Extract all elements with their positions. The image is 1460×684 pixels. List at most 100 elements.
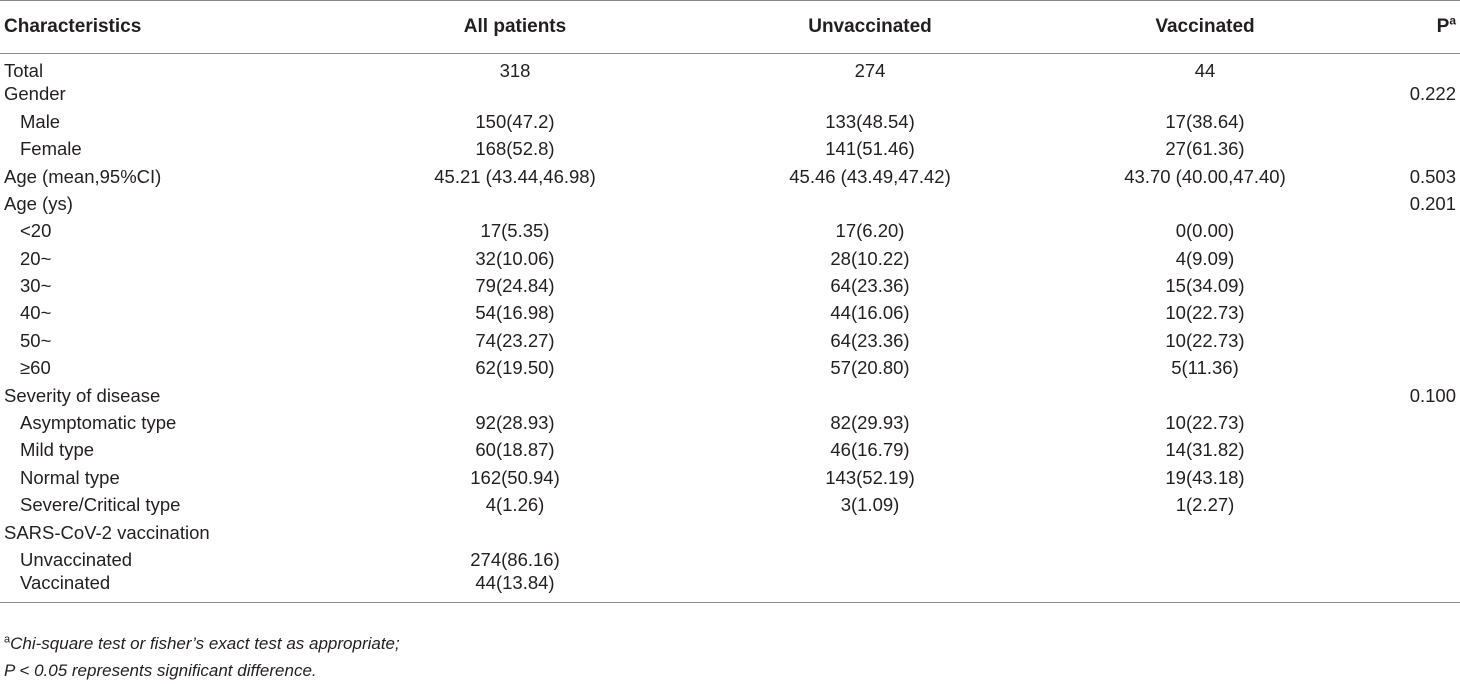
cell-vaccinated bbox=[1040, 519, 1370, 546]
cell-all-patients bbox=[330, 190, 700, 217]
header-p-superscript: a bbox=[1449, 13, 1456, 28]
cell-all-patients: 44(13.84) bbox=[330, 573, 700, 604]
cell-p-value bbox=[1370, 573, 1460, 604]
footnote-a-text: Chi-square test or fisher’s exact test a… bbox=[10, 634, 400, 653]
cell-all-patients: 162(50.94) bbox=[470, 466, 560, 488]
row-label: 20~ bbox=[20, 247, 52, 269]
cell-all-patients: 318 bbox=[499, 59, 531, 81]
cell-p-value bbox=[1370, 273, 1460, 300]
row-label: Unvaccinated bbox=[20, 548, 133, 570]
footnote-b: P < 0.05 represents significant differen… bbox=[4, 661, 317, 680]
row-label: Age (ys) bbox=[4, 192, 73, 214]
row-label: ≥60 bbox=[20, 357, 51, 379]
cell-all-patients bbox=[330, 81, 700, 108]
cell-unvaccinated: 57(20.80) bbox=[830, 357, 910, 379]
row-label: 40~ bbox=[20, 302, 52, 324]
row-label: Gender bbox=[4, 83, 66, 105]
cell-vaccinated: 19(43.18) bbox=[1165, 466, 1245, 488]
cell-unvaccinated: 3(1.09) bbox=[840, 494, 900, 516]
cell-vaccinated bbox=[1040, 190, 1370, 217]
cell-unvaccinated bbox=[700, 81, 1040, 108]
table-row: Female 168(52.8) 141(51.46) 27(61.36) bbox=[0, 136, 1460, 163]
cell-unvaccinated: 274 bbox=[854, 59, 886, 81]
table-footnotes: aChi-square test or fisher’s exact test … bbox=[4, 630, 400, 684]
header-unvaccinated: Unvaccinated bbox=[700, 0, 1040, 54]
cell-all-patients bbox=[330, 519, 700, 546]
cell-unvaccinated: 82(29.93) bbox=[830, 412, 910, 434]
cell-p-value bbox=[1370, 136, 1460, 163]
table-row: Vaccinated 44(13.84) bbox=[0, 573, 1460, 604]
table-row: Unvaccinated 274(86.16) bbox=[0, 547, 1460, 574]
table-header: Characteristics All patients Unvaccinate… bbox=[0, 0, 1460, 54]
cell-all-patients: 45.21 (43.44,46.98) bbox=[434, 165, 596, 187]
footnote-a-marker: a bbox=[4, 633, 11, 646]
cell-unvaccinated bbox=[700, 190, 1040, 217]
cell-unvaccinated: 141(51.46) bbox=[825, 138, 915, 160]
cell-unvaccinated: 28(10.22) bbox=[830, 247, 910, 269]
row-label: Mild type bbox=[20, 439, 95, 461]
table-row: 20~ 32(10.06) 28(10.22) 4(9.09) bbox=[0, 245, 1460, 272]
cell-p-value bbox=[1370, 327, 1460, 354]
cell-vaccinated: 5(11.36) bbox=[1171, 357, 1239, 379]
table-row: Severity of disease 0.100 bbox=[0, 382, 1460, 409]
cell-vaccinated: 1(2.27) bbox=[1175, 494, 1235, 516]
cell-vaccinated: 15(34.09) bbox=[1165, 275, 1245, 297]
cell-all-patients: 60(18.87) bbox=[475, 439, 555, 461]
table-body: Total 318 274 44 Gender 0.222 Male 150(47.2) 133… bbox=[0, 54, 1460, 604]
characteristics-table-container: Characteristics All patients Unvaccinate… bbox=[0, 0, 1460, 604]
table-row: Age (mean,95%CI) 45.21 (43.44,46.98) 45.46… bbox=[0, 163, 1460, 190]
cell-vaccinated: 44 bbox=[1194, 59, 1216, 81]
cell-unvaccinated: 133(48.54) bbox=[825, 110, 915, 132]
row-label: Severity of disease bbox=[4, 384, 161, 406]
cell-unvaccinated: 46(16.79) bbox=[830, 439, 910, 461]
cell-vaccinated: 27(61.36) bbox=[1165, 138, 1245, 160]
table-row: Normal type 162(50.94) 143(52.19) 19(43.18) bbox=[0, 464, 1460, 491]
cell-p-value bbox=[1370, 519, 1460, 546]
cell-all-patients: 17(5.35) bbox=[480, 220, 550, 242]
cell-all-patients: 62(19.50) bbox=[475, 357, 555, 379]
cell-unvaccinated: 64(23.36) bbox=[830, 275, 910, 297]
header-p-label: P bbox=[1436, 16, 1450, 37]
cell-vaccinated: 4(9.09) bbox=[1175, 247, 1235, 269]
table-row: SARS-CoV-2 vaccination bbox=[0, 519, 1460, 546]
cell-p-value bbox=[1370, 54, 1460, 81]
header-all-patients: All patients bbox=[330, 0, 700, 54]
row-label: Female bbox=[20, 138, 82, 160]
table-row: Severe/Critical type 4(1.26) 3(1.09) 1(2.27… bbox=[0, 492, 1460, 519]
table-row: Age (ys) 0.201 bbox=[0, 190, 1460, 217]
cell-p-value: 0.100 bbox=[1409, 384, 1456, 406]
cell-p-value bbox=[1370, 218, 1460, 245]
cell-unvaccinated bbox=[700, 519, 1040, 546]
cell-all-patients: 168(52.8) bbox=[475, 138, 555, 160]
cell-unvaccinated: 44(16.06) bbox=[830, 302, 910, 324]
footnote-a: aChi-square test or fisher’s exact test … bbox=[4, 630, 400, 657]
row-label: Asymptomatic type bbox=[20, 412, 177, 434]
cell-vaccinated: 43.70 (40.00,47.40) bbox=[1124, 165, 1286, 187]
header-characteristics: Characteristics bbox=[0, 0, 330, 54]
cell-all-patients: 79(24.84) bbox=[475, 275, 555, 297]
cell-vaccinated bbox=[1040, 81, 1370, 108]
header-p-value: Pa bbox=[1370, 0, 1460, 54]
cell-p-value bbox=[1370, 410, 1460, 437]
row-label: 50~ bbox=[20, 329, 52, 351]
table-row: 30~ 79(24.84) 64(23.36) 15(34.09) bbox=[0, 273, 1460, 300]
cell-all-patients bbox=[330, 382, 700, 409]
table-row: Total 318 274 44 bbox=[0, 54, 1460, 81]
cell-unvaccinated: 17(6.20) bbox=[835, 220, 905, 242]
cell-p-value bbox=[1370, 245, 1460, 272]
cell-p-value: 0.222 bbox=[1409, 83, 1456, 105]
cell-vaccinated: 17(38.64) bbox=[1165, 110, 1245, 132]
cell-p-value bbox=[1370, 464, 1460, 491]
header-vaccinated: Vaccinated bbox=[1040, 0, 1370, 54]
cell-vaccinated: 10(22.73) bbox=[1165, 329, 1245, 351]
row-label: Age (mean,95%CI) bbox=[4, 165, 162, 187]
row-label: Total bbox=[4, 59, 44, 81]
cell-vaccinated bbox=[1040, 547, 1370, 574]
row-label: Vaccinated bbox=[0, 573, 330, 604]
row-label: SARS-CoV-2 vaccination bbox=[4, 521, 210, 543]
cell-vaccinated: 10(22.73) bbox=[1165, 302, 1245, 324]
cell-p-value bbox=[1370, 355, 1460, 382]
cell-all-patients: 4(1.26) bbox=[485, 494, 545, 516]
cell-unvaccinated bbox=[700, 573, 1040, 604]
cell-p-value: 0.201 bbox=[1409, 192, 1456, 214]
